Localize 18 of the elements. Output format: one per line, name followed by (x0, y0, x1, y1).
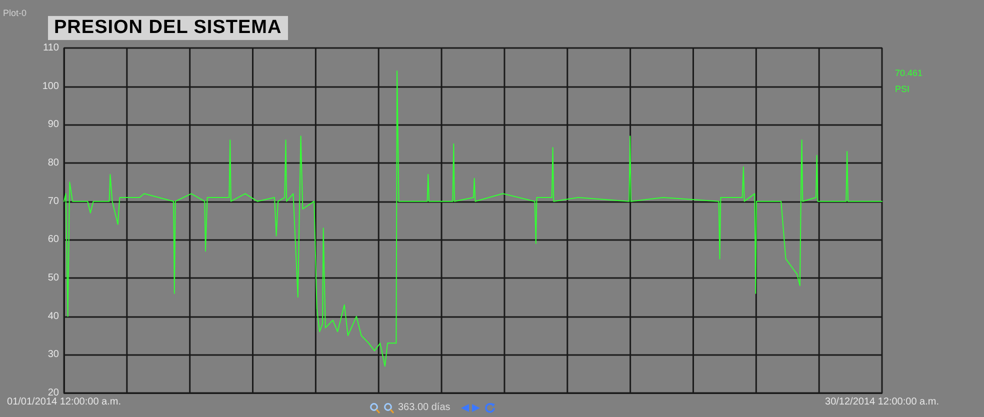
y-tick-label: 20 (48, 388, 60, 398)
y-tick-label: 110 (43, 42, 60, 54)
y-tick-label: 50 (48, 272, 60, 284)
x-tick-label: 01/01/2014 12:00:00 a.m. (7, 396, 121, 408)
y-tick-label: 40 (48, 310, 60, 322)
line-series (64, 70, 882, 367)
chart-title: PRESION DEL SISTEMA (48, 16, 288, 40)
y-tick-label: 100 (42, 80, 60, 92)
text: 70.461 (895, 68, 923, 78)
y-tick-label: 80 (48, 158, 60, 168)
text: 363.00 días (398, 402, 450, 413)
y-tick-label: 60 (48, 234, 60, 246)
text: PSI (895, 84, 910, 94)
text: Plot-0 (3, 8, 27, 18)
x-tick-label: 30/12/2014 12:00:00 a.m. (825, 396, 939, 408)
y-tick-label: 70 (48, 196, 60, 207)
y-tick-label: 90 (48, 119, 60, 130)
y-tick-label: 30 (48, 349, 60, 360)
